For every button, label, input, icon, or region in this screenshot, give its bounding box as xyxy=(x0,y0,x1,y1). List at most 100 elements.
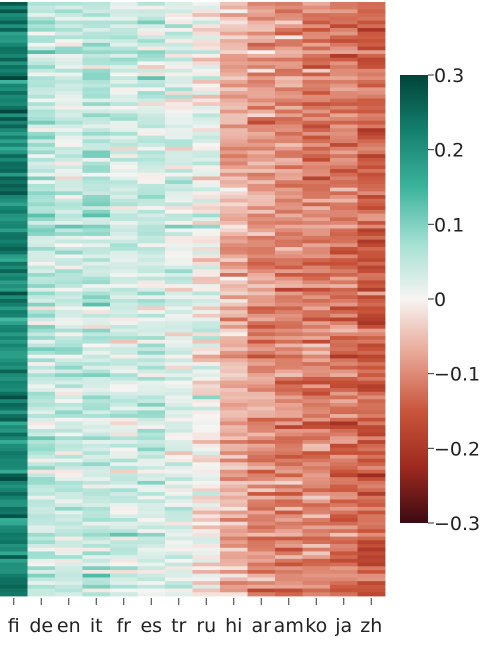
heatmap-cell xyxy=(27,53,56,59)
heatmap-cell xyxy=(302,410,331,415)
heatmap-cell xyxy=(357,529,386,534)
heatmap-cell xyxy=(357,172,386,177)
heatmap-cell xyxy=(330,105,358,111)
heatmap-cell xyxy=(220,143,248,148)
heatmap-cell xyxy=(192,176,221,181)
heatmap-cell xyxy=(357,536,386,541)
heatmap-cell xyxy=(137,172,166,177)
heatmap-cell xyxy=(220,532,248,537)
heatmap-cell xyxy=(275,313,303,318)
heatmap-cell xyxy=(275,13,303,18)
heatmap-cell xyxy=(55,310,83,315)
heatmap-cell xyxy=(220,176,248,181)
heatmap-cell xyxy=(137,284,166,289)
heatmap-cell xyxy=(0,406,28,411)
heatmap-cell xyxy=(220,165,248,170)
heatmap-cell xyxy=(247,169,276,174)
heatmap-cell xyxy=(357,9,386,14)
heatmap-cell xyxy=(357,273,386,278)
heatmap-cell xyxy=(275,46,303,51)
heatmap-cell xyxy=(55,573,83,578)
heatmap-cell xyxy=(357,113,386,118)
heatmap-cell xyxy=(302,428,331,434)
heatmap-cell xyxy=(247,347,276,352)
heatmap-cell xyxy=(27,317,56,322)
heatmap-cell xyxy=(247,532,276,537)
heatmap-cell xyxy=(220,228,248,233)
heatmap-cell xyxy=(137,395,166,400)
heatmap-cell xyxy=(247,221,276,226)
heatmap-cell xyxy=(165,406,193,411)
heatmap-cell xyxy=(192,117,221,122)
heatmap-cell xyxy=(220,9,248,14)
heatmap-cell xyxy=(110,395,138,400)
heatmap-cell xyxy=(330,135,358,140)
heatmap-cell xyxy=(192,451,221,456)
heatmap-cell xyxy=(0,391,28,396)
heatmap-cell xyxy=(165,562,193,567)
heatmap-cell xyxy=(302,169,331,174)
heatmap-cell xyxy=(0,514,28,519)
heatmap-cell xyxy=(330,339,358,344)
heatmap-cell xyxy=(82,91,111,96)
heatmap-cell xyxy=(302,135,331,140)
heatmap-cell xyxy=(220,332,248,337)
heatmap-cell xyxy=(55,209,83,215)
heatmap-cell xyxy=(137,562,166,567)
heatmap-cell xyxy=(220,2,248,7)
heatmap-cell xyxy=(82,558,111,563)
heatmap-cell xyxy=(302,176,331,181)
heatmap-cell xyxy=(275,414,303,419)
heatmap-cell xyxy=(302,228,331,233)
heatmap-cell xyxy=(55,35,83,40)
heatmap-cell xyxy=(137,532,166,537)
heatmap-cell xyxy=(275,402,303,408)
heatmap-cell xyxy=(302,209,331,215)
heatmap-cell xyxy=(0,473,28,478)
heatmap-cell xyxy=(275,469,303,474)
heatmap-cell xyxy=(220,68,248,73)
heatmap-cell xyxy=(247,105,276,111)
heatmap-cell xyxy=(0,365,28,370)
heatmap-cell xyxy=(0,228,28,233)
heatmap-cell xyxy=(27,105,56,111)
heatmap-cell xyxy=(165,157,193,163)
heatmap-cell xyxy=(357,592,386,597)
heatmap-cell xyxy=(247,154,276,159)
heatmap-cell xyxy=(220,20,248,25)
heatmap-cell xyxy=(192,250,221,255)
heatmap-cell xyxy=(302,61,331,66)
heatmap-cell xyxy=(357,410,386,415)
heatmap-cell xyxy=(192,454,221,460)
x-tick-label-tr: tr xyxy=(171,615,186,637)
heatmap-cell xyxy=(27,195,56,200)
heatmap-cell xyxy=(137,432,166,437)
heatmap-cell xyxy=(247,558,276,563)
heatmap-cell xyxy=(192,113,221,118)
heatmap-cell xyxy=(275,354,303,359)
heatmap-cell xyxy=(302,488,331,493)
heatmap-cell xyxy=(165,414,193,419)
heatmap-cell xyxy=(220,247,248,252)
heatmap-cell xyxy=(220,440,248,445)
heatmap-cell xyxy=(165,321,193,326)
heatmap-cell xyxy=(275,321,303,326)
heatmap-cell xyxy=(302,53,331,59)
heatmap-cell xyxy=(275,102,303,107)
heatmap-cell xyxy=(55,94,83,99)
heatmap-cell xyxy=(275,443,303,448)
heatmap-cell xyxy=(82,24,111,29)
heatmap-cell xyxy=(137,332,166,337)
heatmap-cell xyxy=(220,428,248,434)
heatmap-cell xyxy=(192,388,221,393)
heatmap-cell xyxy=(55,347,83,352)
heatmap-cell xyxy=(27,451,56,456)
heatmap-cell xyxy=(192,384,221,389)
heatmap-cell xyxy=(165,161,193,166)
heatmap-cell xyxy=(275,109,303,114)
heatmap-cell xyxy=(330,195,358,200)
heatmap-cell xyxy=(192,577,221,582)
heatmap-cell xyxy=(0,169,28,174)
heatmap-cell xyxy=(110,332,138,337)
heatmap-cell xyxy=(357,109,386,114)
